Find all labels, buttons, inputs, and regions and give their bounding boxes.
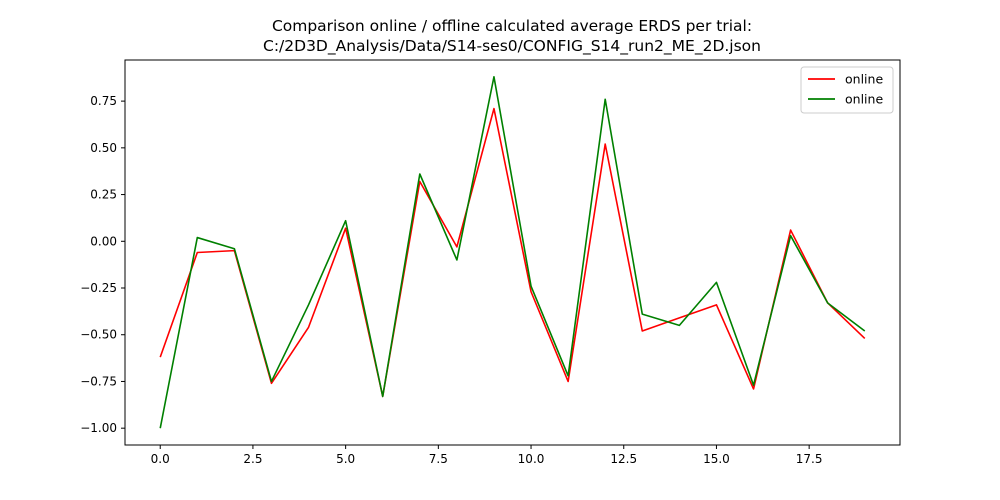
y-tick-label: −1.00 [80, 421, 117, 435]
legend-label-0: online [845, 72, 883, 87]
y-tick-label: 0.75 [90, 94, 117, 108]
x-tick-label: 10.0 [518, 452, 545, 466]
x-tick-label: 12.5 [610, 452, 637, 466]
y-axis: −1.00 −0.75 −0.50 −0.25 0.00 0.25 0.50 0.75 [80, 94, 125, 435]
y-tick-label: 0.25 [90, 188, 117, 202]
x-tick-label: 0.0 [151, 452, 170, 466]
y-tick-label: −0.75 [80, 374, 117, 388]
plot-area [159, 76, 866, 429]
series-line-0 [159, 107, 866, 398]
x-tick-label: 15.0 [703, 452, 730, 466]
axes-frame [124, 59, 901, 446]
x-tick-label: 2.5 [243, 452, 262, 466]
y-tick-label: −0.50 [80, 328, 117, 342]
x-axis: 0.0 2.5 5.0 7.5 10.0 12.5 15.0 17.5 [151, 445, 823, 466]
y-tick-label: 0.50 [90, 141, 117, 155]
chart-title-line-2: C:/2D3D_Analysis/Data/S14-ses0/CONFIG_S1… [263, 37, 761, 56]
x-tick-label: 17.5 [796, 452, 823, 466]
y-tick-label: 0.00 [90, 234, 117, 248]
x-tick-label: 5.0 [336, 452, 355, 466]
chart-title-line-1: Comparison online / offline calculated a… [272, 17, 752, 35]
legend-label-1: online [845, 92, 883, 107]
y-tick-label: −0.25 [80, 281, 117, 295]
series-line-1 [159, 76, 866, 429]
legend: online online [800, 66, 894, 114]
x-tick-label: 7.5 [429, 452, 448, 466]
